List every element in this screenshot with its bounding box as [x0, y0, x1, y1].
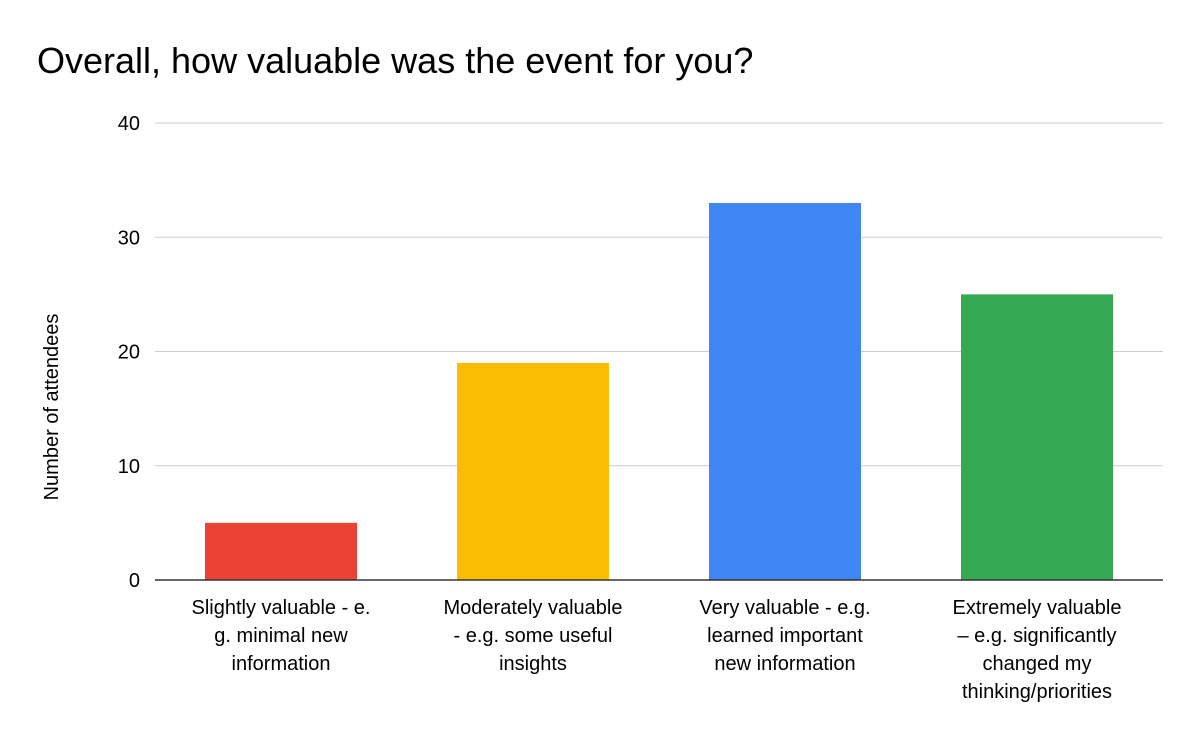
axes: 0 10 20 30 40 Slightly valuable - e. g. minima… — [118, 113, 1163, 703]
x-category-label-line: Extremely valuable — [953, 597, 1122, 619]
x-category-label-line: information — [232, 653, 331, 675]
x-category-label: Moderately valuable - e.g. some useful ins… — [444, 597, 623, 675]
bar — [457, 362, 609, 580]
x-category-label-line: Very valuable - e.g. — [699, 597, 870, 619]
x-category-label-line: changed my — [983, 653, 1092, 675]
y-tick-label: 30 — [118, 227, 140, 249]
x-category-label-line: new information — [714, 653, 855, 675]
y-tick-label: 0 — [129, 570, 140, 592]
x-category-label-line: Slightly valuable - e. — [192, 597, 371, 619]
x-category-label-line: - e.g. some useful — [454, 625, 613, 647]
y-tick-label: 20 — [118, 342, 140, 364]
bars — [205, 202, 1113, 580]
bar — [709, 202, 861, 580]
bar — [961, 294, 1113, 580]
x-category-label: Very valuable - e.g. learned important new… — [699, 597, 870, 675]
x-category-label-line: insights — [499, 653, 567, 675]
x-category-label-line: Moderately valuable — [444, 597, 623, 619]
y-tick-label: 10 — [118, 456, 140, 478]
x-category-label-line: g. minimal new — [214, 625, 348, 647]
bar — [205, 522, 357, 580]
y-tick-label: 40 — [118, 113, 140, 135]
x-category-label-line: learned important — [707, 625, 863, 647]
y-axis-title: Number of attendees — [41, 314, 63, 501]
x-category-label-line: thinking/priorities — [962, 681, 1112, 703]
x-category-label: Extremely valuable – e.g. significantly ch… — [953, 597, 1122, 703]
x-category-label-line: – e.g. significantly — [958, 625, 1117, 647]
x-category-label: Slightly valuable - e. g. minimal new info… — [192, 597, 371, 675]
chart-title: Overall, how valuable was the event for … — [37, 40, 754, 81]
